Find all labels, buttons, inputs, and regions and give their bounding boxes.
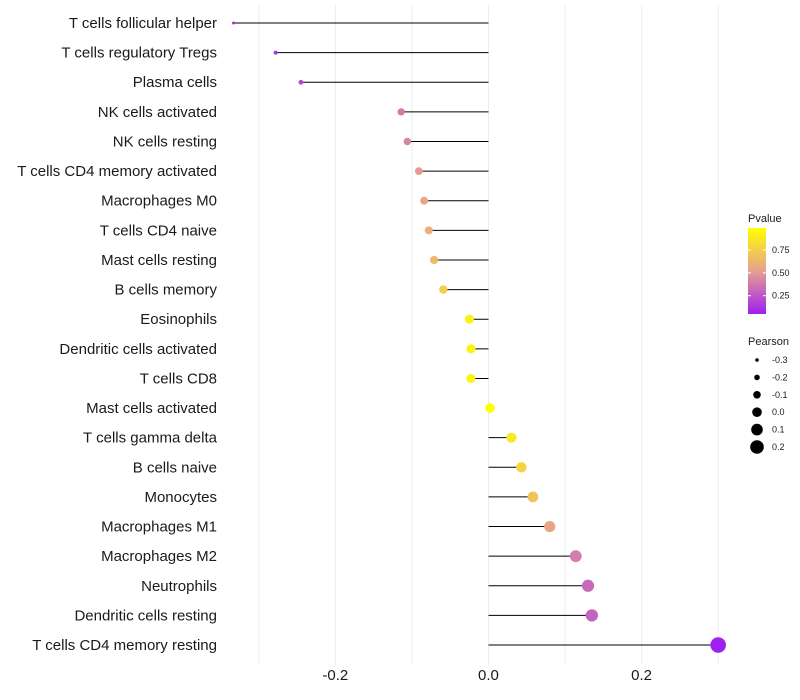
- category-label: T cells CD4 naive: [100, 222, 217, 239]
- size-legend-label: 0.0: [772, 407, 785, 417]
- size-legend-point: [752, 407, 762, 418]
- pvalue-colorbar: [748, 228, 766, 314]
- pvalue-legend-title: Pvalue: [748, 213, 782, 225]
- lollipop-point: [273, 50, 278, 55]
- lollipop-point: [298, 79, 304, 85]
- category-label: NK cells activated: [98, 104, 217, 121]
- category-label: NK cells resting: [113, 133, 217, 150]
- x-tick-label: -0.2: [322, 667, 348, 684]
- category-label: Mast cells resting: [101, 252, 217, 269]
- category-label: T cells CD4 memory activated: [17, 163, 217, 180]
- lollipop-point: [466, 373, 476, 384]
- category-label: Macrophages M1: [101, 519, 217, 536]
- lollipop-point: [569, 550, 582, 563]
- x-tick-label: 0.2: [631, 667, 652, 684]
- size-legend-point: [755, 358, 759, 362]
- size-legend-point: [753, 391, 761, 399]
- category-label: B cells memory: [114, 282, 217, 299]
- size-legend-label: -0.1: [772, 390, 788, 400]
- size-legend-point: [750, 440, 764, 454]
- lollipop-point: [581, 579, 595, 592]
- lollipop-point: [439, 285, 448, 294]
- category-label: T cells CD4 memory resting: [32, 637, 217, 654]
- lollipop-point: [710, 637, 726, 653]
- colorbar-label: 0.75: [772, 245, 790, 255]
- category-label: Neutrophils: [141, 578, 217, 595]
- category-label: Monocytes: [144, 489, 217, 506]
- category-label: Macrophages M0: [101, 193, 217, 210]
- size-legend-label: -0.3: [772, 355, 788, 365]
- category-label: Plasma cells: [133, 74, 217, 91]
- pvalue-legend: Pvalue 0.75 0.50 0.25: [748, 213, 790, 314]
- category-label: B cells naive: [133, 459, 217, 476]
- category-label: T cells CD8: [140, 370, 217, 387]
- lollipop-point: [466, 344, 476, 354]
- lollipop-point: [516, 462, 527, 473]
- size-legend-point: [751, 423, 763, 436]
- colorbar-label: 0.25: [772, 291, 790, 301]
- x-tick-label: 0.0: [478, 667, 499, 684]
- category-label: T cells gamma delta: [83, 430, 218, 447]
- pearson-legend: Pearson -0.3 -0.2 -0.1 0.0 0.1 0.2: [748, 336, 789, 454]
- x-axis: -0.2 0.0 0.2: [322, 667, 652, 684]
- size-legend-label: -0.2: [772, 372, 788, 382]
- lollipop-point: [544, 520, 556, 533]
- lollipop-point: [506, 432, 517, 443]
- category-label: Macrophages M2: [101, 548, 217, 565]
- lollipop-point: [232, 21, 236, 25]
- category-label: T cells follicular helper: [69, 15, 217, 32]
- category-label: T cells regulatory Tregs: [61, 45, 217, 62]
- category-label: Mast cells activated: [86, 400, 217, 417]
- lollipop-point: [403, 137, 412, 146]
- category-label: Eosinophils: [140, 311, 217, 328]
- size-legend-point: [754, 374, 760, 381]
- pearson-legend-title: Pearson: [748, 336, 789, 348]
- lollipop-point: [485, 403, 495, 413]
- lollipop-point: [464, 314, 474, 324]
- lollipop-point: [430, 255, 439, 265]
- size-legend-label: 0.2: [772, 442, 785, 452]
- category-label: Dendritic cells resting: [74, 607, 217, 624]
- category-label: Dendritic cells activated: [59, 341, 217, 358]
- category-labels: T cells follicular helper T cells regulat…: [17, 15, 217, 654]
- lollipop-point: [585, 609, 598, 622]
- lollipop-point: [527, 491, 539, 503]
- lollipop-marks: [232, 21, 726, 653]
- lollipop-point: [414, 167, 423, 175]
- lollipop-point: [420, 196, 429, 205]
- lollipop-point: [424, 226, 433, 235]
- lollipop-point: [397, 108, 405, 116]
- size-legend-label: 0.1: [772, 425, 785, 435]
- grid-lines: [258, 5, 719, 666]
- colorbar-label: 0.50: [772, 268, 790, 278]
